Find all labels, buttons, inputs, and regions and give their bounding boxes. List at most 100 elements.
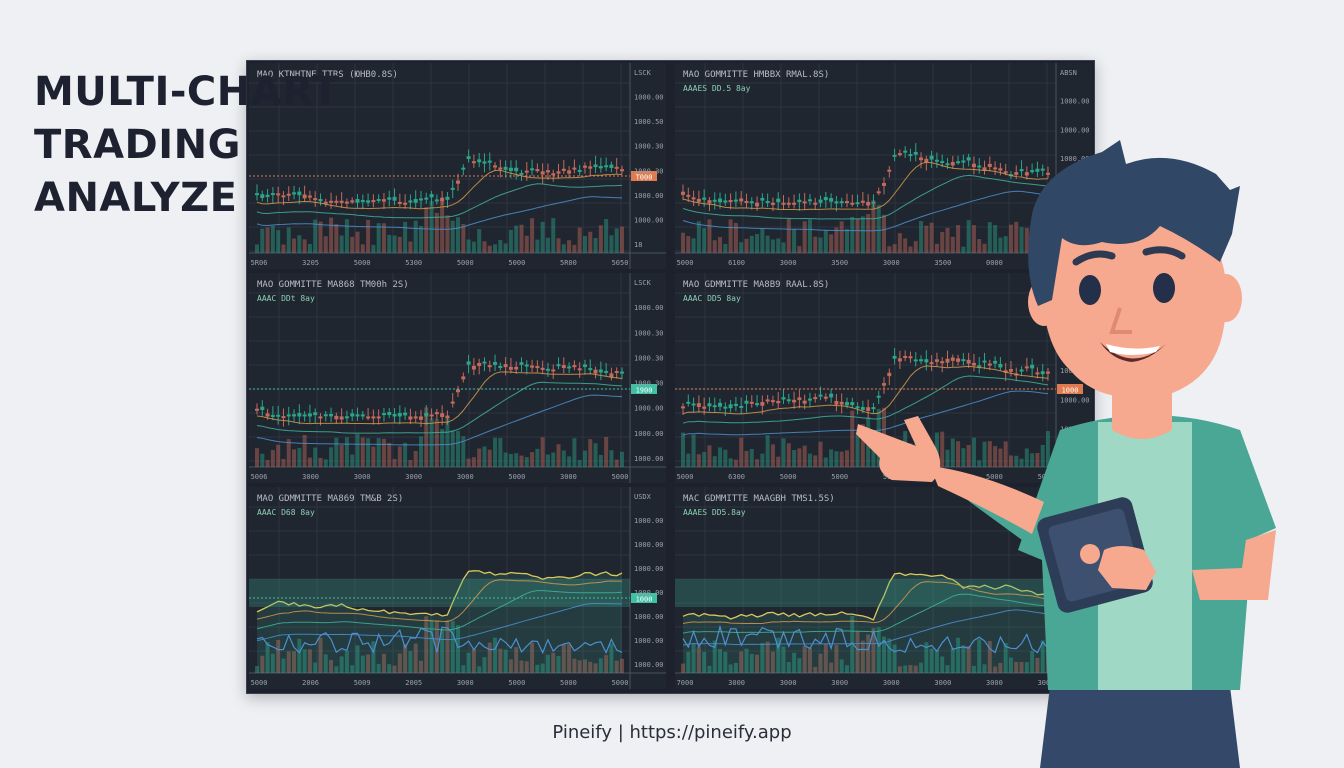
candle-body [302,414,307,417]
volume-bar [977,639,982,673]
volume-bar [829,234,834,253]
volume-bar [598,658,603,673]
price-tag-label: 1900 [636,387,653,395]
candle-body [1035,372,1040,375]
candle-body [950,357,955,361]
chart-panel-1[interactable]: T000 MAO KTNHTNE TTRS (ЮНВ0.8S) LSCK 1000.0… [249,63,666,269]
volume-bar [834,451,839,467]
candle-body [760,402,765,406]
volume-bar [561,450,566,467]
candle-body [961,359,966,362]
candle-body [508,366,513,370]
volume-bar [924,225,929,253]
candle-body [524,170,529,173]
volume-bar [286,227,291,253]
candle-body [760,197,765,201]
candle-body [270,193,275,196]
candle-body [334,415,339,420]
candle-body [1003,171,1008,174]
volume-bar [387,664,392,673]
volume-bar [807,453,812,467]
x-tick-label: 3000 [354,473,371,481]
volume-bar [535,664,540,673]
volume-bar [344,650,349,673]
candle-body [882,383,887,386]
volume-bar [681,663,685,673]
chart-panel-2[interactable]: MAO GOMMITTE HMBBX RMAL.8S) AAAES DD.5 8a… [675,63,1092,269]
candle-body [413,416,418,419]
x-tick-label: 3000 [405,473,422,481]
candle-body [818,199,823,203]
volume-bar [604,219,609,253]
volume-bar [487,245,492,253]
pointing-hand [856,416,941,482]
volume-bar [302,239,307,253]
mouth [1100,342,1166,362]
candle-body [604,370,609,373]
candle-body [429,194,434,198]
volume-bar [524,457,529,467]
candle-body [514,366,519,370]
candle-body [424,412,429,417]
candle-body [823,197,828,201]
x-tick-label: 5000 [780,473,797,481]
y-tick-label: 1000.00 [1060,126,1090,134]
volume-bar [323,236,328,253]
headline-line-1: MULTI-CHART [34,69,340,115]
chart-panel-3[interactable]: 1900 MAO GOMMITTE MA868 TM00h 2S) AAAC DDt… [249,273,666,483]
candle-body [371,200,376,203]
volume-bar [270,450,275,467]
volume-bar [593,663,598,673]
candle-body [733,199,738,202]
volume-bar [286,439,291,467]
volume-bar [712,240,717,253]
volume-bar [276,444,281,467]
candle-body [792,202,797,205]
candle-body [567,170,572,174]
volume-bar [577,660,582,673]
volume-bar [323,459,328,467]
candle-body [998,363,1003,368]
candle-body [855,202,860,205]
panel-subtitle: AAAES DD.5 8ay [683,84,751,93]
x-tick-label: 3000 [883,259,900,267]
volume-bar [445,620,450,673]
volume-bar [839,221,844,253]
candle-body [739,405,744,408]
volume-bar [582,659,587,673]
volume-bar [760,228,765,253]
volume-bar [998,448,1003,467]
y-tick-label: 18 [634,241,642,249]
volume-bar [292,238,297,253]
candle-body [450,187,455,190]
candle-body [940,161,945,164]
volume-bar [350,665,355,673]
x-tick-label: 3000 [883,679,900,687]
candle-body [456,180,461,184]
x-tick-label: 3000 [986,679,1003,687]
volume-bar [961,246,966,253]
volume-bar [982,664,987,673]
volume-bar [360,655,365,673]
x-tick-label: 3000 [831,679,848,687]
candle-body [807,398,812,401]
candle-body [1046,172,1050,175]
volume-bar [802,221,807,253]
volume-bar [408,651,413,673]
candle-body [418,198,423,201]
volume-bar [582,450,587,467]
headline: MULTI-CHART TRADING ANALYZE [34,66,340,225]
chart-panel-5[interactable]: 1000 MAO GDMMITTE MA869 TM&B 2S) AAAC D68 … [249,487,666,689]
x-tick-label: 3205 [302,259,319,267]
x-tick-label: 5050 [612,259,629,267]
volume-bar [1008,657,1013,673]
volume-bar [371,446,376,467]
volume-bar [1035,453,1040,467]
candle-body [376,199,381,202]
volume-bar [707,665,712,673]
volume-bar [270,225,275,253]
candle-body [614,371,619,374]
candle-body [397,413,402,417]
moving-average-line [256,183,623,219]
volume-bar [1014,221,1019,253]
